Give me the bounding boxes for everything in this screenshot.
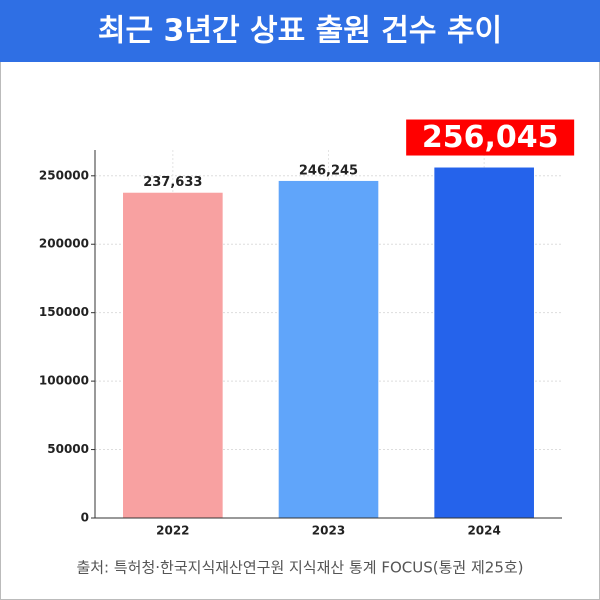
value-label: 237,633 — [143, 175, 202, 190]
value-label: 246,245 — [299, 163, 358, 178]
header — [0, 0, 600, 62]
bar — [278, 180, 379, 518]
bar — [123, 192, 223, 518]
y-tick-label: 250000 — [39, 168, 89, 182]
value-label: 256,045 — [422, 120, 559, 155]
x-tick-label: 2023 — [312, 524, 345, 538]
y-tick-label: 50000 — [47, 442, 89, 456]
y-tick-label: 0 — [81, 511, 89, 525]
y-tick-label: 150000 — [39, 305, 89, 319]
x-tick-label: 2024 — [467, 524, 500, 538]
highlight-box — [406, 119, 575, 156]
x-tick-label: 2022 — [156, 524, 189, 538]
y-tick-label: 200000 — [39, 237, 89, 251]
chart-title: 최근 3년간 상표 출원 건수 추이 — [98, 14, 502, 49]
y-tick-label: 100000 — [39, 374, 89, 388]
source: 출처: 특허청·한국지식재산연구원 지식재산 통계 FOCUS(통권 제25호) — [76, 559, 523, 577]
bar — [434, 167, 534, 518]
